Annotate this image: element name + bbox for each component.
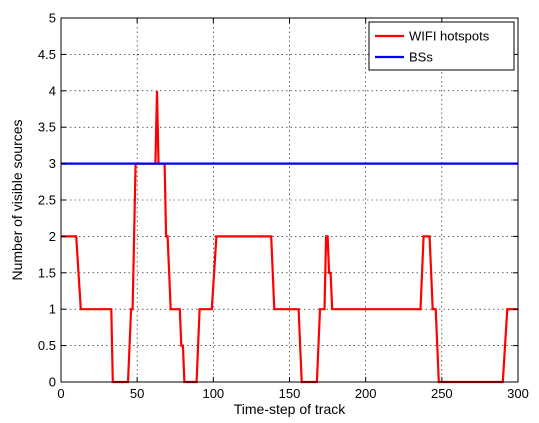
x-tick-label: 100 — [202, 386, 224, 401]
y-tick-label: 4.5 — [38, 47, 56, 62]
axis-ticks: 0 50 100 150 200 250 300 0 0.5 1 1.5 2 2.5 3 3.5 4 4.5 5 — [38, 11, 529, 402]
x-tick-label: 50 — [130, 386, 144, 401]
series-layer — [61, 90, 518, 384]
y-tick-label: 3.5 — [38, 120, 56, 135]
y-tick-label: 0.5 — [38, 338, 56, 353]
y-tick-label: 0 — [49, 375, 56, 390]
y-tick-label: 4 — [49, 83, 56, 98]
legend: WIFI hotspots BSs — [368, 21, 515, 71]
y-tick-label: 2 — [49, 229, 56, 244]
y-tick-label: 3 — [49, 156, 56, 171]
plot-area — [61, 18, 518, 382]
y-axis-label: Number of visible sources — [9, 119, 25, 280]
y-tick-label: 2.5 — [38, 193, 56, 208]
y-tick-label: 5 — [49, 11, 56, 26]
y-tick-label: 1.5 — [38, 265, 56, 280]
x-axis-label: Time-step of track — [234, 401, 347, 417]
legend-label: WIFI hotspots — [409, 29, 490, 44]
y-tick-label: 1 — [49, 302, 56, 317]
legend-label: BSs — [409, 50, 433, 65]
legend-box — [368, 21, 515, 71]
x-tick-label: 0 — [57, 386, 64, 401]
x-tick-label: 300 — [507, 386, 529, 401]
x-tick-label: 250 — [431, 386, 453, 401]
x-tick-label: 150 — [279, 386, 301, 401]
x-tick-label: 200 — [355, 386, 377, 401]
